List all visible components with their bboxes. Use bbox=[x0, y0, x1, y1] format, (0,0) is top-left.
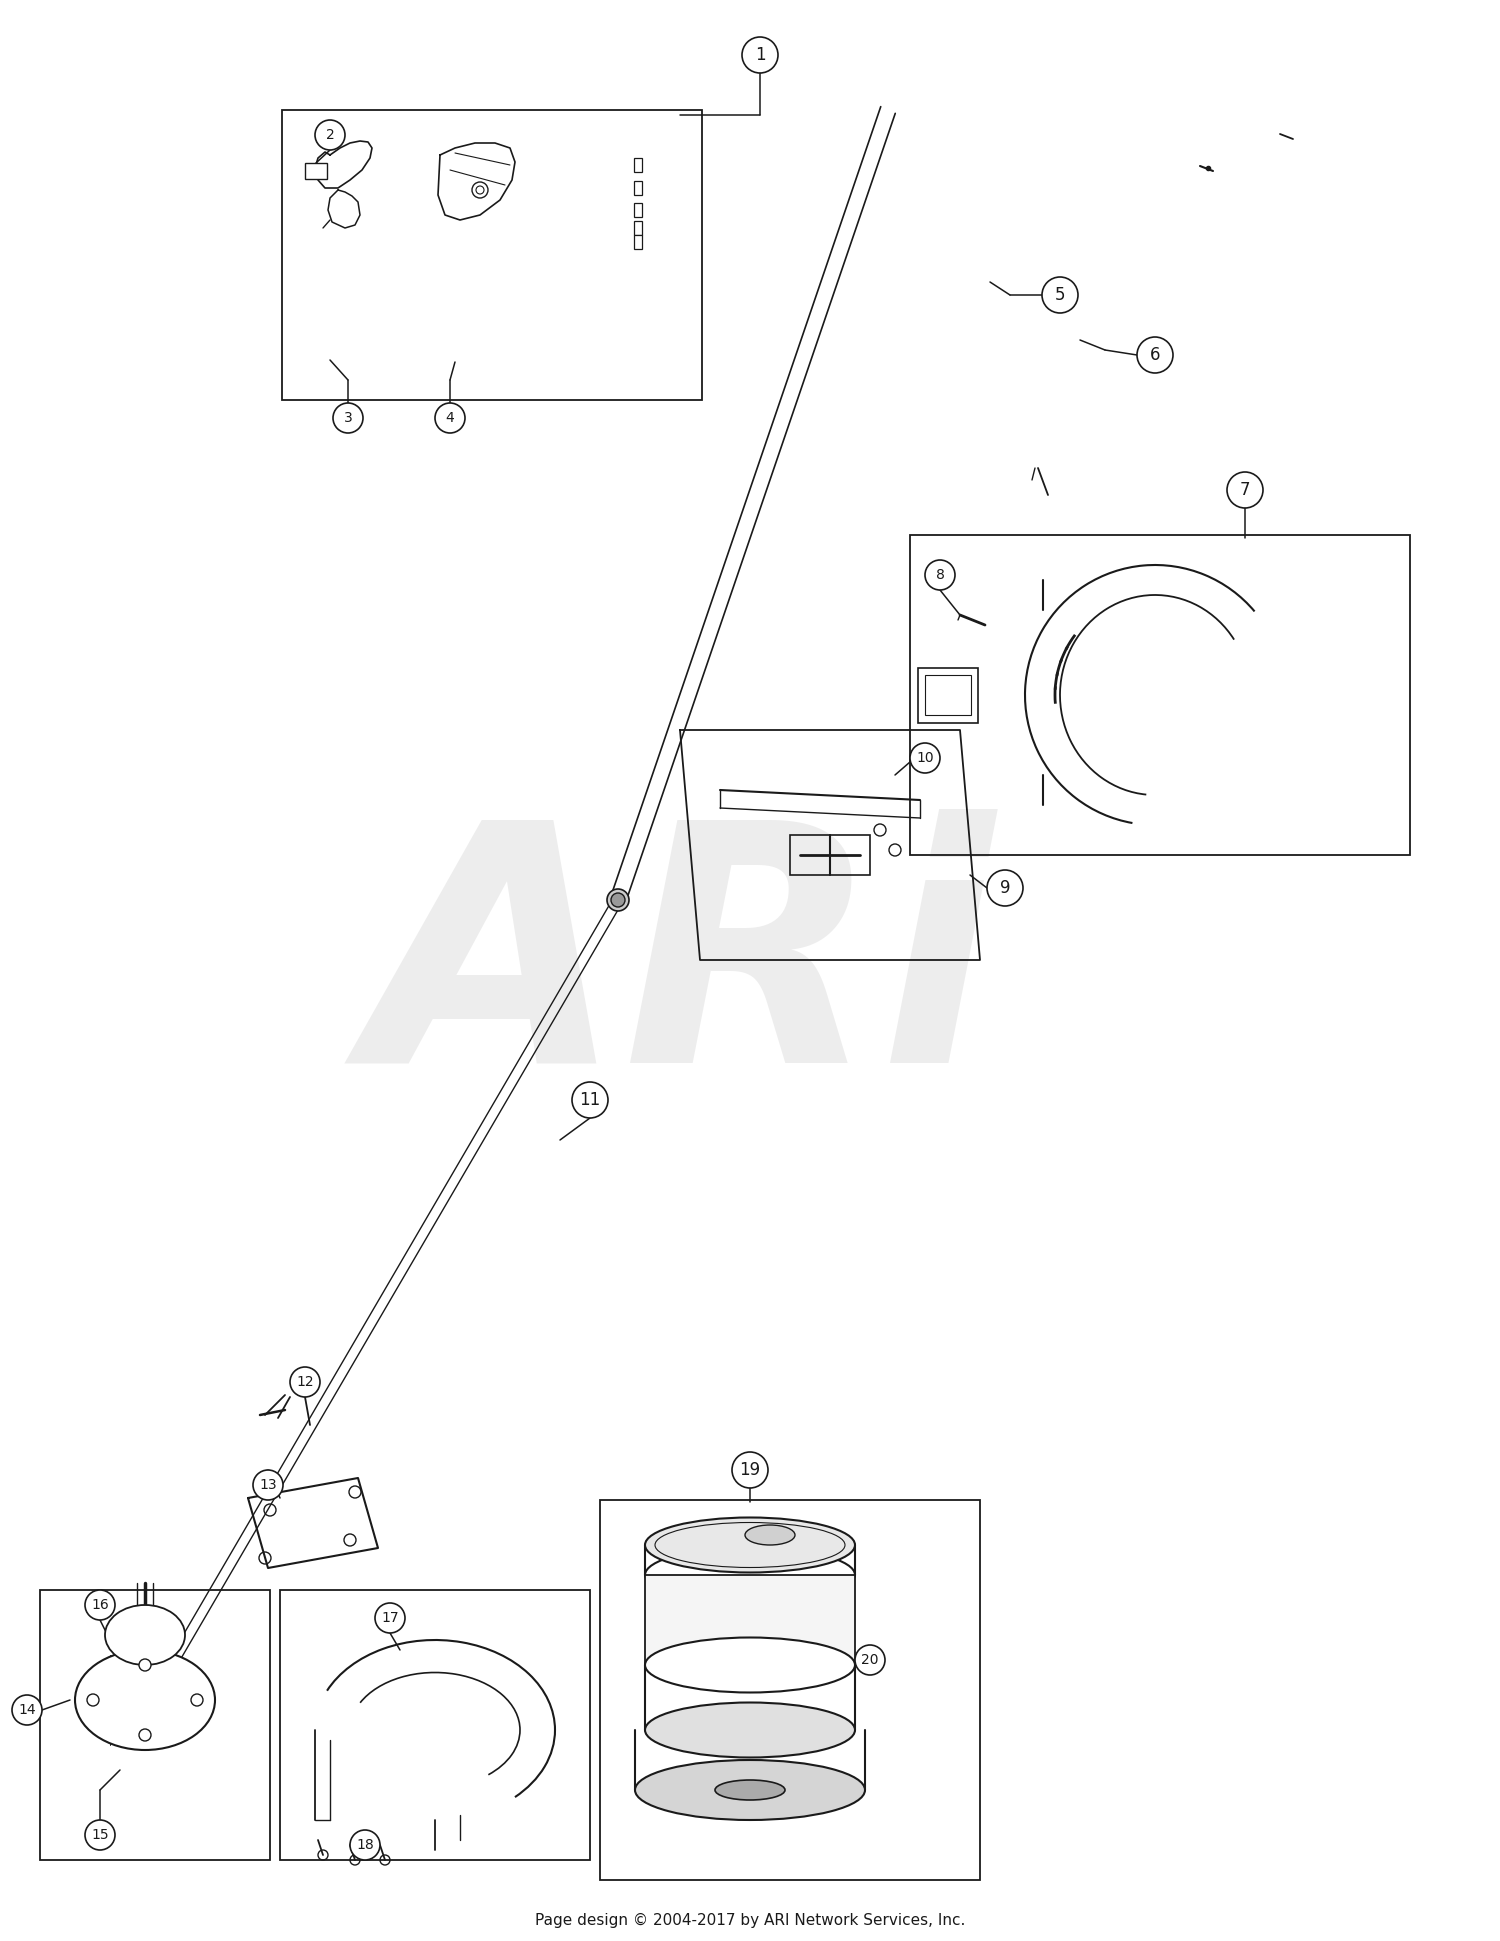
Circle shape bbox=[140, 1660, 152, 1671]
Ellipse shape bbox=[645, 1702, 855, 1757]
Circle shape bbox=[333, 404, 363, 433]
Circle shape bbox=[742, 37, 778, 74]
Text: 16: 16 bbox=[92, 1597, 110, 1611]
Text: 11: 11 bbox=[579, 1091, 600, 1108]
Text: 5: 5 bbox=[1054, 285, 1065, 305]
Circle shape bbox=[140, 1729, 152, 1741]
Text: 1: 1 bbox=[754, 47, 765, 64]
Bar bbox=[600, 1500, 980, 1881]
Circle shape bbox=[610, 893, 626, 906]
Text: 7: 7 bbox=[1239, 481, 1251, 499]
Text: 13: 13 bbox=[260, 1477, 278, 1493]
Circle shape bbox=[1042, 278, 1078, 313]
Bar bbox=[645, 1574, 855, 1665]
Circle shape bbox=[608, 889, 628, 910]
Text: 19: 19 bbox=[740, 1462, 760, 1479]
Ellipse shape bbox=[645, 1638, 855, 1693]
Text: 12: 12 bbox=[296, 1374, 314, 1390]
Ellipse shape bbox=[645, 1518, 855, 1572]
Bar bbox=[910, 536, 1410, 854]
Circle shape bbox=[86, 1821, 116, 1850]
Circle shape bbox=[86, 1590, 116, 1621]
Text: 2: 2 bbox=[326, 128, 334, 142]
Circle shape bbox=[375, 1603, 405, 1632]
Bar bbox=[790, 835, 870, 875]
Circle shape bbox=[12, 1694, 42, 1726]
Circle shape bbox=[435, 404, 465, 433]
Bar bbox=[634, 235, 642, 248]
Circle shape bbox=[732, 1452, 768, 1489]
Text: ARi: ARi bbox=[366, 809, 995, 1132]
Text: 20: 20 bbox=[861, 1654, 879, 1667]
Bar bbox=[282, 111, 702, 400]
Bar bbox=[634, 157, 642, 173]
Ellipse shape bbox=[746, 1526, 795, 1545]
Ellipse shape bbox=[75, 1650, 214, 1751]
Text: 6: 6 bbox=[1149, 345, 1161, 365]
Bar bbox=[918, 668, 978, 722]
Text: 10: 10 bbox=[916, 751, 934, 765]
Circle shape bbox=[855, 1646, 885, 1675]
Text: 4: 4 bbox=[446, 411, 454, 425]
Bar bbox=[304, 163, 327, 179]
Ellipse shape bbox=[105, 1605, 184, 1665]
Circle shape bbox=[1137, 338, 1173, 373]
Bar bbox=[634, 204, 642, 217]
Circle shape bbox=[290, 1366, 320, 1398]
Circle shape bbox=[874, 825, 886, 837]
Circle shape bbox=[572, 1081, 608, 1118]
Text: 18: 18 bbox=[356, 1838, 374, 1852]
Bar bbox=[280, 1590, 590, 1859]
Text: 9: 9 bbox=[999, 879, 1011, 897]
Text: 3: 3 bbox=[344, 411, 352, 425]
Circle shape bbox=[890, 844, 902, 856]
Circle shape bbox=[350, 1830, 380, 1859]
Text: 8: 8 bbox=[936, 569, 945, 582]
Ellipse shape bbox=[645, 1547, 855, 1603]
Circle shape bbox=[910, 743, 940, 773]
Bar bbox=[40, 1590, 270, 1859]
Text: 14: 14 bbox=[18, 1702, 36, 1718]
Bar bbox=[926, 675, 970, 714]
Ellipse shape bbox=[716, 1780, 784, 1799]
Circle shape bbox=[190, 1694, 202, 1706]
Circle shape bbox=[926, 561, 956, 590]
Text: 15: 15 bbox=[92, 1828, 110, 1842]
Text: Page design © 2004-2017 by ARI Network Services, Inc.: Page design © 2004-2017 by ARI Network S… bbox=[536, 1912, 964, 1927]
Bar bbox=[634, 181, 642, 194]
Text: 17: 17 bbox=[381, 1611, 399, 1625]
Ellipse shape bbox=[634, 1760, 866, 1821]
Circle shape bbox=[987, 870, 1023, 906]
Circle shape bbox=[254, 1469, 284, 1500]
Circle shape bbox=[87, 1694, 99, 1706]
Bar bbox=[634, 221, 642, 235]
Circle shape bbox=[1227, 472, 1263, 509]
Circle shape bbox=[315, 120, 345, 149]
